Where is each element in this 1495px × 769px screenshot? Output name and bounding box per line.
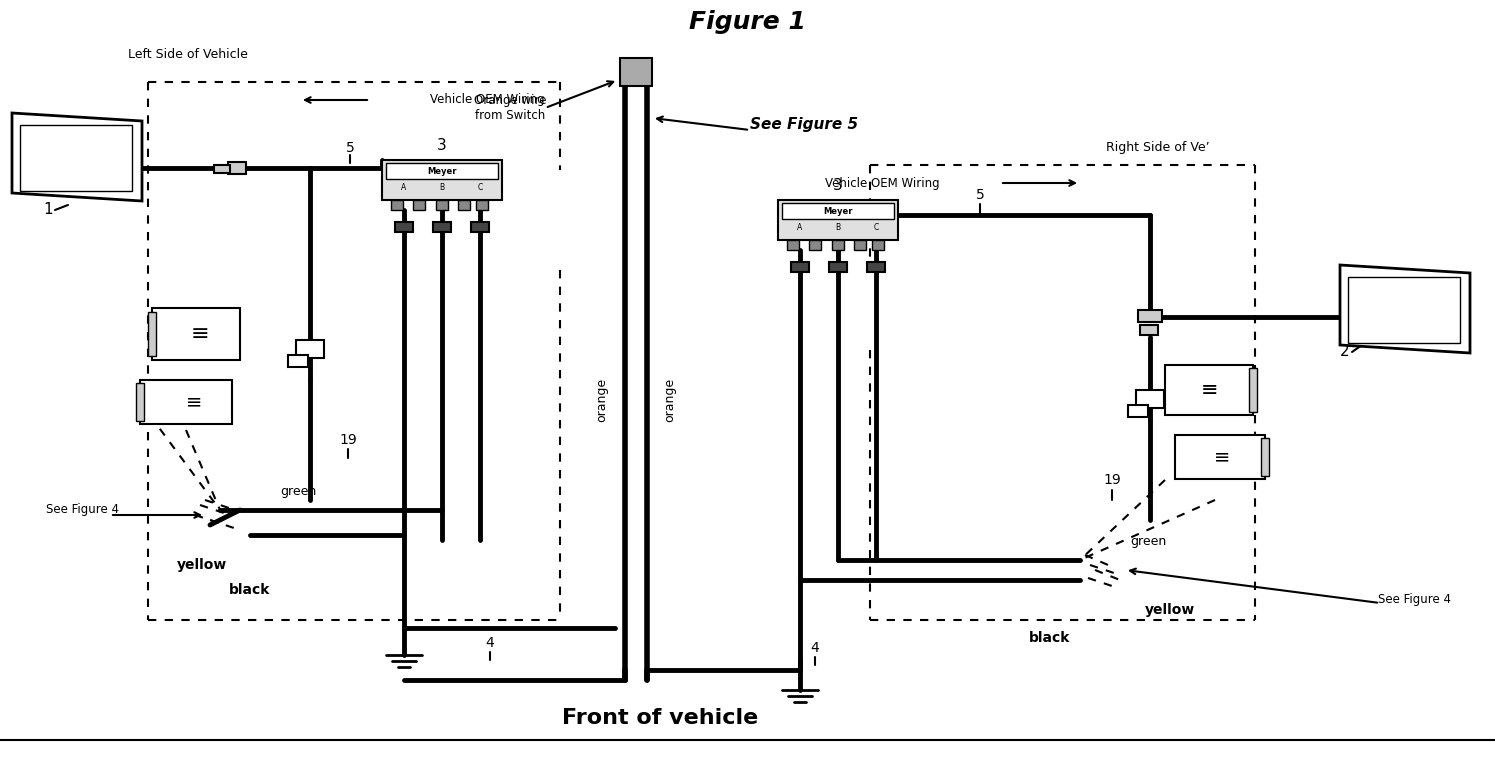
Text: Meyer: Meyer	[428, 167, 457, 175]
Bar	[1348, 277, 1461, 343]
Bar	[854, 240, 866, 250]
Text: C: C	[873, 224, 879, 232]
Bar	[786, 240, 798, 250]
Bar	[872, 240, 884, 250]
Bar	[1138, 310, 1162, 322]
Text: 2: 2	[1340, 345, 1350, 359]
Bar	[395, 222, 413, 232]
Bar	[830, 262, 848, 272]
Text: Vehicle OEM Wiring: Vehicle OEM Wiring	[825, 177, 940, 189]
Text: 19: 19	[1103, 473, 1121, 487]
Text: 1: 1	[43, 202, 52, 218]
Bar	[413, 200, 425, 210]
Text: See Figure 4: See Figure 4	[1378, 594, 1452, 607]
Bar	[475, 200, 487, 210]
Bar	[791, 262, 809, 272]
Bar	[141, 380, 232, 424]
Text: green: green	[1130, 535, 1166, 548]
Bar	[136, 383, 144, 421]
Text: ≡: ≡	[1202, 380, 1218, 400]
Polygon shape	[12, 113, 142, 201]
Text: B: B	[440, 184, 444, 192]
Text: 19: 19	[339, 433, 357, 447]
Bar	[457, 200, 469, 210]
Text: black: black	[1030, 631, 1070, 645]
Text: C: C	[477, 184, 483, 192]
Text: 5: 5	[976, 188, 984, 202]
Bar	[392, 200, 404, 210]
Polygon shape	[1340, 265, 1470, 353]
Text: orange: orange	[595, 378, 608, 422]
Text: 4: 4	[810, 641, 819, 655]
Text: Front of vehicle: Front of vehicle	[562, 708, 758, 728]
Text: 5: 5	[345, 141, 354, 155]
Bar	[1136, 390, 1165, 408]
Bar	[777, 200, 898, 240]
Text: B: B	[836, 224, 840, 232]
Text: Orange wire
from Switch: Orange wire from Switch	[474, 94, 546, 122]
Bar	[214, 165, 230, 173]
Text: 3: 3	[833, 178, 843, 194]
Bar	[383, 160, 502, 200]
Bar	[434, 222, 451, 232]
Text: See Figure 4: See Figure 4	[45, 504, 118, 517]
Text: green: green	[280, 485, 317, 498]
Bar	[1248, 368, 1257, 412]
Text: ≡: ≡	[185, 392, 202, 411]
Bar	[867, 262, 885, 272]
Text: ≡: ≡	[191, 324, 209, 344]
Text: orange: orange	[662, 378, 676, 422]
Bar	[229, 162, 247, 174]
Text: 3: 3	[437, 138, 447, 154]
Text: Right Side of Ve’: Right Side of Ve’	[1106, 141, 1209, 155]
Bar	[782, 203, 894, 219]
Text: 4: 4	[486, 636, 495, 650]
Bar	[620, 58, 652, 86]
Bar	[1260, 438, 1269, 476]
Text: ≡: ≡	[1214, 448, 1230, 467]
Text: Vehicle OEM Wiring: Vehicle OEM Wiring	[431, 94, 544, 106]
Bar	[809, 240, 821, 250]
Bar	[19, 125, 132, 191]
Bar	[1129, 405, 1148, 417]
Text: Left Side of Vehicle: Left Side of Vehicle	[129, 48, 248, 62]
Text: A: A	[401, 184, 407, 192]
Text: Meyer: Meyer	[824, 207, 852, 215]
Bar	[296, 340, 324, 358]
Text: Figure 1: Figure 1	[689, 10, 806, 34]
Bar	[1165, 365, 1253, 415]
Bar	[1141, 325, 1159, 335]
Bar	[437, 200, 448, 210]
Text: black: black	[229, 583, 271, 597]
Bar	[289, 355, 308, 367]
Bar	[152, 308, 241, 360]
Bar	[148, 312, 155, 356]
Bar	[471, 222, 489, 232]
Bar	[833, 240, 845, 250]
Text: See Figure 5: See Figure 5	[750, 118, 858, 132]
Text: yellow: yellow	[176, 558, 227, 572]
Text: A: A	[797, 224, 803, 232]
Bar	[386, 163, 498, 179]
Bar	[1175, 435, 1265, 479]
Text: yellow: yellow	[1145, 603, 1195, 617]
